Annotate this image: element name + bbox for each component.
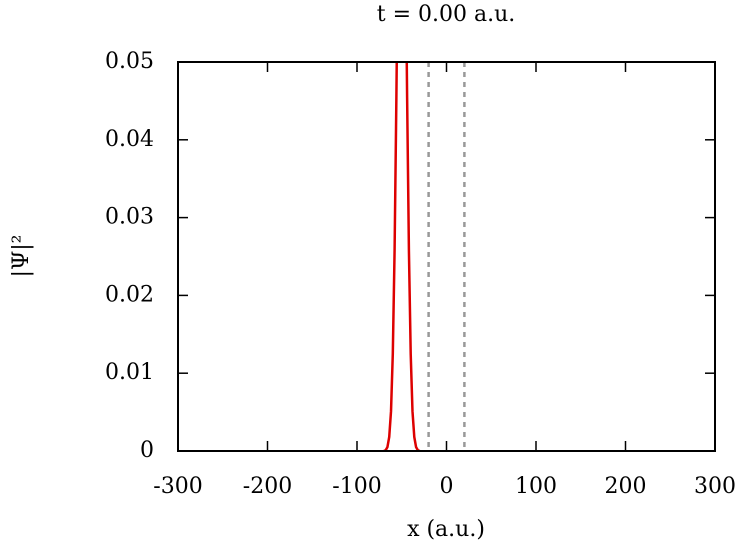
plot-area: [383, 62, 466, 451]
x-tick-label: -300: [153, 474, 202, 499]
chart-title: t = 0.00 a.u.: [377, 2, 516, 27]
x-tick-label: -200: [243, 474, 292, 499]
x-tick-label: 100: [515, 474, 557, 499]
y-tick-label: 0.02: [105, 282, 154, 307]
line-series: [383, 62, 421, 451]
plot-frame: [177, 61, 716, 452]
y-tick-label: 0.04: [105, 127, 154, 152]
x-tick-label: 200: [605, 474, 647, 499]
y-tick-label: 0: [140, 438, 154, 463]
y-tick-label: 0.01: [105, 360, 154, 385]
x-axis-label: x (a.u.): [407, 517, 485, 542]
y-axis-label: |Ψ|²: [9, 235, 34, 278]
x-tick-label: 300: [694, 474, 736, 499]
x-tick-label: 0: [440, 474, 454, 499]
y-tick-label: 0.05: [105, 49, 154, 74]
y-tick-label: 0.03: [105, 205, 154, 230]
x-tick-label: -100: [332, 474, 381, 499]
